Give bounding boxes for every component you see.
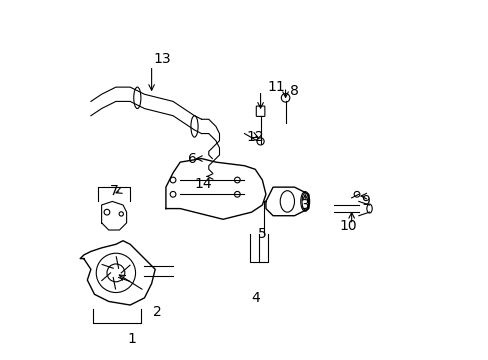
Text: 9: 9 [361,194,369,208]
Text: 11: 11 [267,80,285,94]
Text: 10: 10 [339,220,356,233]
Text: 3: 3 [300,198,309,212]
Text: 5: 5 [258,226,266,240]
Text: 1: 1 [127,332,136,346]
Text: 12: 12 [246,130,264,144]
Text: 6: 6 [188,152,197,166]
Text: 7: 7 [109,184,118,198]
Text: 2: 2 [152,305,161,319]
Text: 13: 13 [153,51,171,66]
Text: 4: 4 [250,291,259,305]
Text: 8: 8 [289,84,298,98]
Text: 14: 14 [194,176,212,190]
